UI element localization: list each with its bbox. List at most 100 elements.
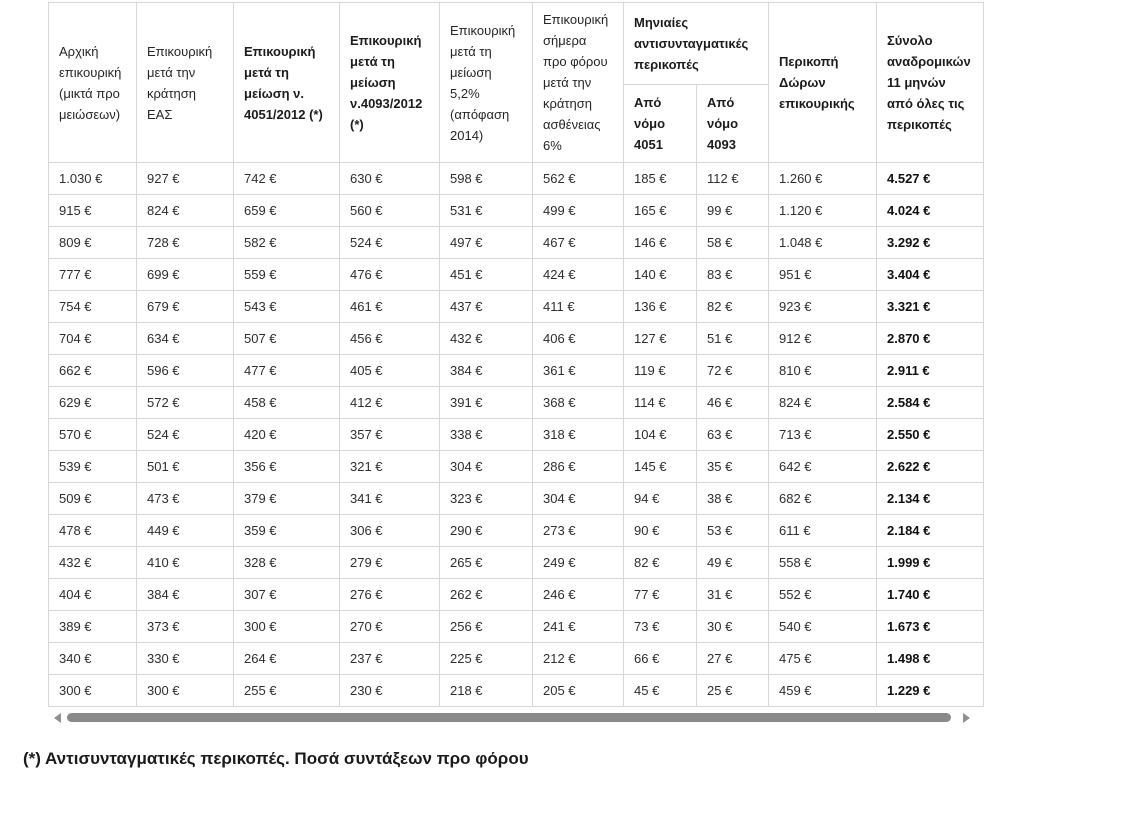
value-cell: 265 €: [439, 546, 533, 579]
value-cell: 119 €: [623, 354, 697, 387]
scroll-right-icon[interactable]: [963, 712, 970, 723]
table-footnote: (*) Αντισυνταγματικές περικοπές. Ποσά συ…: [23, 749, 529, 768]
value-cell: 341 €: [339, 482, 440, 515]
value-cell: 562 €: [532, 162, 624, 195]
total-cell: 2.134 €: [876, 482, 984, 515]
value-cell: 264 €: [233, 642, 340, 675]
value-cell: 915 €: [48, 194, 137, 227]
value-cell: 682 €: [768, 482, 877, 515]
value-cell: 475 €: [768, 642, 877, 675]
value-cell: 146 €: [623, 226, 697, 259]
value-cell: 411 €: [532, 290, 624, 323]
column-header-bonus-cuts: Περικοπή Δώρων επικουρικής: [768, 2, 877, 163]
value-cell: 51 €: [696, 322, 769, 355]
scroll-left-icon[interactable]: [54, 712, 61, 723]
value-cell: 570 €: [48, 418, 137, 451]
value-cell: 410 €: [136, 546, 234, 579]
value-cell: 46 €: [696, 386, 769, 419]
value-cell: 255 €: [233, 674, 340, 707]
table-row: 300 €300 €255 €230 €218 €205 €45 €25 €45…: [48, 674, 984, 707]
total-cell: 1.498 €: [876, 642, 984, 675]
value-cell: 951 €: [768, 258, 877, 291]
value-cell: 424 €: [532, 258, 624, 291]
column-header-after-eas: Επικουρική μετά την κράτηση ΕΑΣ: [136, 2, 234, 163]
pension-table: Αρχική επικουρική (μικτά προ μειώσεων) Ε…: [48, 1, 984, 707]
value-cell: 218 €: [439, 674, 533, 707]
value-cell: 185 €: [623, 162, 697, 195]
value-cell: 66 €: [623, 642, 697, 675]
value-cell: 459 €: [768, 674, 877, 707]
value-cell: 270 €: [339, 610, 440, 643]
value-cell: 704 €: [48, 322, 137, 355]
table-row: 809 €728 €582 €524 €497 €467 €146 €58 €1…: [48, 226, 984, 259]
value-cell: 1.120 €: [768, 194, 877, 227]
value-cell: 384 €: [136, 578, 234, 611]
value-cell: 379 €: [233, 482, 340, 515]
value-cell: 824 €: [768, 386, 877, 419]
value-cell: 630 €: [339, 162, 440, 195]
total-cell: 1.999 €: [876, 546, 984, 579]
value-cell: 531 €: [439, 194, 533, 227]
total-cell: 4.527 €: [876, 162, 984, 195]
total-cell: 2.622 €: [876, 450, 984, 483]
value-cell: 912 €: [768, 322, 877, 355]
value-cell: 406 €: [532, 322, 624, 355]
value-cell: 58 €: [696, 226, 769, 259]
table-row: 754 €679 €543 €461 €437 €411 €136 €82 €9…: [48, 290, 984, 323]
value-cell: 145 €: [623, 450, 697, 483]
value-cell: 611 €: [768, 514, 877, 547]
value-cell: 552 €: [768, 578, 877, 611]
value-cell: 432 €: [439, 322, 533, 355]
value-cell: 140 €: [623, 258, 697, 291]
scrollbar-thumb[interactable]: [67, 713, 951, 722]
value-cell: 754 €: [48, 290, 137, 323]
value-cell: 53 €: [696, 514, 769, 547]
value-cell: 112 €: [696, 162, 769, 195]
value-cell: 560 €: [339, 194, 440, 227]
value-cell: 338 €: [439, 418, 533, 451]
value-cell: 404 €: [48, 578, 137, 611]
value-cell: 94 €: [623, 482, 697, 515]
value-cell: 742 €: [233, 162, 340, 195]
total-cell: 1.229 €: [876, 674, 984, 707]
value-cell: 728 €: [136, 226, 234, 259]
table-row: 539 €501 €356 €321 €304 €286 €145 €35 €6…: [48, 450, 984, 483]
value-cell: 598 €: [439, 162, 533, 195]
value-cell: 659 €: [233, 194, 340, 227]
value-cell: 1.048 €: [768, 226, 877, 259]
value-cell: 77 €: [623, 578, 697, 611]
total-cell: 3.404 €: [876, 258, 984, 291]
column-group-monthly-unconstitutional-cuts: Μηνιαίες αντισυνταγματικές περικοπές: [623, 1, 769, 86]
value-cell: 230 €: [339, 674, 440, 707]
horizontal-scrollbar[interactable]: [48, 710, 983, 725]
value-cell: 473 €: [136, 482, 234, 515]
value-cell: 634 €: [136, 322, 234, 355]
value-cell: 330 €: [136, 642, 234, 675]
value-cell: 82 €: [696, 290, 769, 323]
value-cell: 477 €: [233, 354, 340, 387]
value-cell: 923 €: [768, 290, 877, 323]
value-cell: 63 €: [696, 418, 769, 451]
value-cell: 456 €: [339, 322, 440, 355]
table-row: 1.030 €927 €742 €630 €598 €562 €185 €112…: [48, 162, 984, 195]
value-cell: 384 €: [439, 354, 533, 387]
value-cell: 467 €: [532, 226, 624, 259]
value-cell: 524 €: [136, 418, 234, 451]
value-cell: 136 €: [623, 290, 697, 323]
value-cell: 290 €: [439, 514, 533, 547]
value-cell: 276 €: [339, 578, 440, 611]
value-cell: 340 €: [48, 642, 137, 675]
value-cell: 237 €: [339, 642, 440, 675]
value-cell: 304 €: [439, 450, 533, 483]
value-cell: 30 €: [696, 610, 769, 643]
value-cell: 286 €: [532, 450, 624, 483]
value-cell: 318 €: [532, 418, 624, 451]
total-cell: 2.911 €: [876, 354, 984, 387]
value-cell: 127 €: [623, 322, 697, 355]
value-cell: 699 €: [136, 258, 234, 291]
value-cell: 300 €: [233, 610, 340, 643]
value-cell: 205 €: [532, 674, 624, 707]
value-cell: 45 €: [623, 674, 697, 707]
value-cell: 558 €: [768, 546, 877, 579]
total-cell: 2.184 €: [876, 514, 984, 547]
